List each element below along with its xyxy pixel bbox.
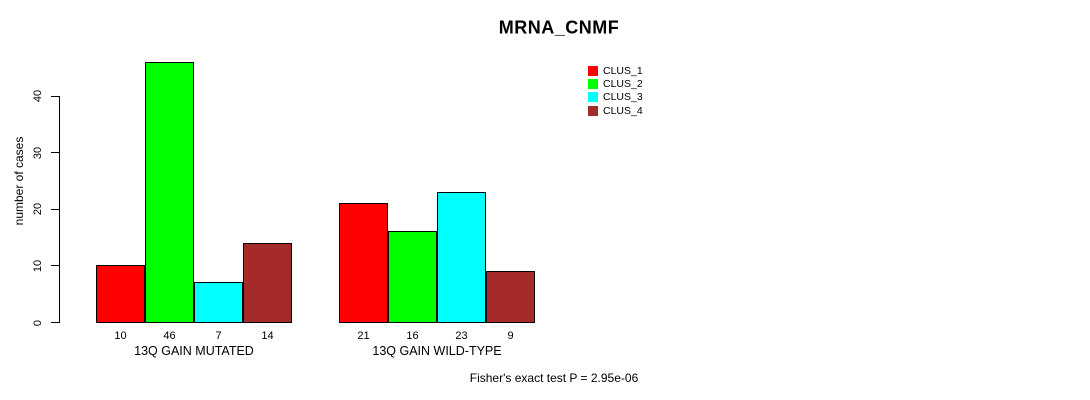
y-axis-label: number of cases: [12, 136, 26, 226]
legend-label: CLUS_3: [603, 91, 643, 104]
y-axis-tick: [50, 322, 59, 323]
y-axis-tick: [50, 95, 59, 97]
legend-item-clus_4: CLUS_4: [588, 104, 643, 117]
legend-swatch-icon: [588, 105, 598, 116]
bar-clus_3-2: [437, 192, 486, 323]
y-axis-tick-label: 10: [32, 259, 44, 273]
y-axis-tick: [50, 208, 59, 210]
bar-clus_2-1: [145, 62, 194, 323]
y-axis-tick-label: 30: [32, 146, 44, 159]
legend: CLUS_1 CLUS_2 CLUS_3 CLUS_4: [588, 64, 643, 117]
legend-item-clus_2: CLUS_2: [588, 77, 643, 90]
bar-value-label: 16: [406, 330, 419, 342]
legend-item-clus_3: CLUS_3: [588, 91, 643, 104]
bar-clus_3-1: [194, 282, 243, 323]
legend-swatch-icon: [588, 78, 598, 89]
legend-swatch-icon: [588, 65, 598, 76]
y-axis-tick-label: 0: [32, 319, 44, 326]
bar-value-label: 46: [163, 330, 176, 342]
y-axis-tick-label: 20: [32, 203, 44, 216]
bar-clus_1-2: [339, 203, 388, 323]
y-axis-tick: [50, 265, 59, 267]
chart-title: MRNA_CNMF: [498, 17, 620, 38]
category-label: 13Q GAIN MUTATED: [134, 344, 254, 358]
bar-value-label: 10: [114, 330, 127, 342]
bar-clus_2-2: [388, 231, 437, 323]
bar-value-label: 7: [215, 330, 222, 342]
bar-clus_4-1: [243, 243, 292, 323]
y-axis-tick: [50, 152, 59, 154]
legend-item-clus_1: CLUS_1: [588, 64, 643, 77]
bar-clus_1-1: [96, 265, 145, 323]
bar-clus_4-2: [486, 271, 535, 323]
legend-label: CLUS_2: [603, 77, 643, 90]
bar-value-label: 21: [357, 330, 370, 342]
bar-value-label: 9: [507, 330, 514, 342]
bar-value-label: 23: [455, 330, 468, 342]
fisher-test-annotation: Fisher's exact test P = 2.95e-06: [469, 371, 639, 385]
legend-label: CLUS_1: [603, 64, 643, 77]
y-axis-line: [58, 95, 60, 323]
legend-swatch-icon: [588, 92, 598, 103]
bar-value-label: 14: [261, 330, 274, 342]
category-label: 13Q GAIN WILD-TYPE: [372, 344, 502, 358]
y-axis-tick-label: 40: [32, 89, 44, 103]
legend-label: CLUS_4: [603, 104, 643, 117]
